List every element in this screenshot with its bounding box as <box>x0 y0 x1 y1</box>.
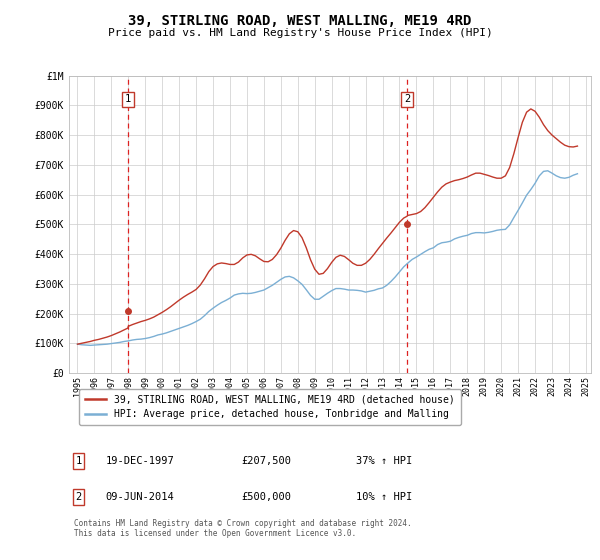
Text: 09-JUN-2014: 09-JUN-2014 <box>106 492 174 502</box>
Text: 37% ↑ HPI: 37% ↑ HPI <box>356 456 412 466</box>
Text: 10% ↑ HPI: 10% ↑ HPI <box>356 492 412 502</box>
Text: 2: 2 <box>75 492 82 502</box>
Text: 19-DEC-1997: 19-DEC-1997 <box>106 456 174 466</box>
Text: £207,500: £207,500 <box>241 456 291 466</box>
Text: 39, STIRLING ROAD, WEST MALLING, ME19 4RD: 39, STIRLING ROAD, WEST MALLING, ME19 4R… <box>128 14 472 28</box>
Text: 2: 2 <box>404 95 410 104</box>
Text: 1: 1 <box>75 456 82 466</box>
Legend: 39, STIRLING ROAD, WEST MALLING, ME19 4RD (detached house), HPI: Average price, : 39, STIRLING ROAD, WEST MALLING, ME19 4R… <box>79 389 461 425</box>
Text: Price paid vs. HM Land Registry's House Price Index (HPI): Price paid vs. HM Land Registry's House … <box>107 28 493 38</box>
Text: £500,000: £500,000 <box>241 492 291 502</box>
Text: Contains HM Land Registry data © Crown copyright and database right 2024.
This d: Contains HM Land Registry data © Crown c… <box>74 519 412 538</box>
Text: 1: 1 <box>125 95 131 104</box>
